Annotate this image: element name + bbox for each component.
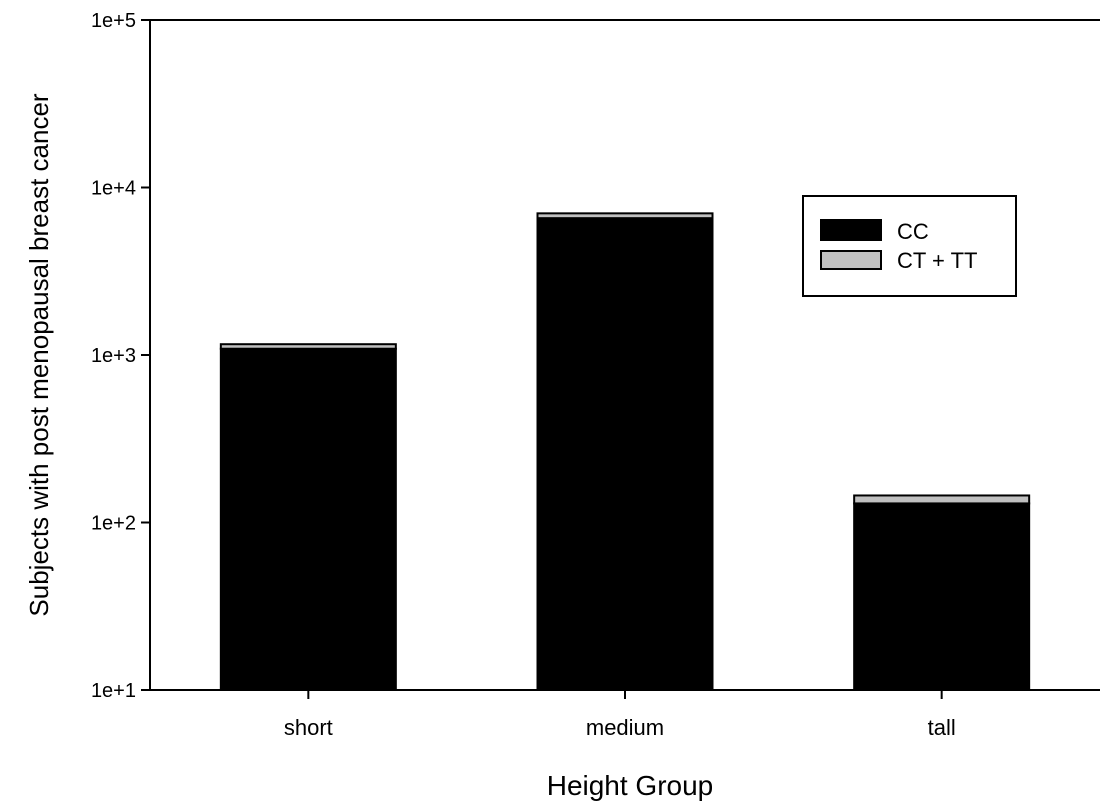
legend-box (802, 195, 1017, 297)
y-tick-label: 1e+4 (91, 178, 136, 200)
bar-ct-tt-tall (853, 494, 1031, 505)
x-axis-label: Height Group (547, 770, 714, 801)
bar-cc-short (219, 347, 397, 691)
legend-label-cc: CC (897, 219, 929, 244)
x-tick-label-short: short (284, 715, 333, 740)
bar-ct-tt-medium (536, 212, 714, 220)
y-tick-label: 1e+5 (91, 10, 136, 32)
x-ticks-layer: short medium tall (284, 690, 956, 740)
y-tick-label: 1e+3 (91, 345, 136, 367)
y-ticks-layer: 1e+1 1e+2 1e+3 1e+4 1e+5 (91, 10, 150, 702)
y-tick-label: 1e+1 (91, 680, 136, 702)
bar-ct-tt-short (219, 343, 397, 350)
y-axis-label: Subjects with post menopausal breast can… (24, 93, 54, 617)
y-tick-label: 1e+2 (91, 513, 136, 535)
x-tick-label-tall: tall (928, 715, 956, 740)
legend-swatch-ct-tt (820, 250, 882, 270)
legend-label-ct-tt: CT + TT (897, 248, 977, 273)
legend-swatch-cc (820, 219, 882, 241)
bars-layer (219, 212, 1031, 691)
legend: CC CT + TT (802, 195, 1017, 297)
x-tick-label-medium: medium (586, 715, 664, 740)
bar-cc-tall (853, 502, 1031, 691)
bar-cc-medium (536, 217, 714, 691)
